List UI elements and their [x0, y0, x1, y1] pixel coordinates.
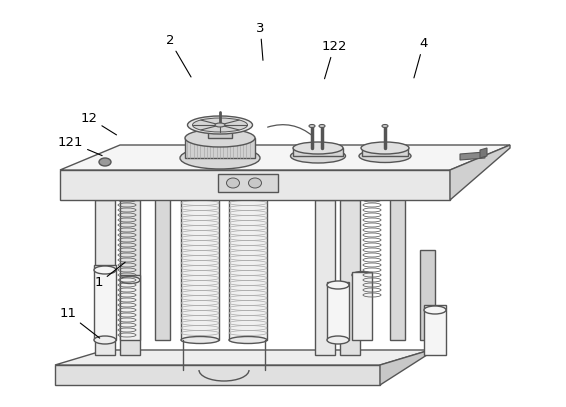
Polygon shape [460, 152, 485, 160]
Polygon shape [60, 145, 510, 170]
Bar [424, 305, 446, 355]
Polygon shape [420, 250, 435, 340]
Ellipse shape [226, 178, 239, 188]
Ellipse shape [293, 142, 343, 154]
Polygon shape [155, 195, 170, 340]
Text: 121: 121 [58, 136, 102, 155]
Ellipse shape [185, 129, 255, 147]
Ellipse shape [94, 266, 116, 274]
Ellipse shape [229, 175, 267, 182]
Text: 3: 3 [256, 22, 265, 60]
Polygon shape [480, 148, 487, 158]
Ellipse shape [361, 142, 409, 154]
Text: 122: 122 [321, 40, 347, 79]
Polygon shape [181, 180, 219, 340]
Text: 12: 12 [81, 112, 117, 135]
Text: 11: 11 [59, 307, 100, 338]
Ellipse shape [180, 147, 260, 169]
Ellipse shape [187, 116, 252, 134]
Ellipse shape [290, 149, 345, 163]
Polygon shape [390, 195, 405, 340]
Ellipse shape [359, 149, 411, 162]
Ellipse shape [229, 337, 267, 344]
Polygon shape [340, 200, 360, 355]
Bar [218, 174, 278, 192]
Polygon shape [362, 148, 408, 156]
Polygon shape [229, 180, 267, 340]
Ellipse shape [327, 336, 349, 344]
Ellipse shape [327, 281, 349, 289]
Ellipse shape [248, 178, 261, 188]
Ellipse shape [215, 123, 225, 127]
Bar [327, 282, 349, 340]
Text: 4: 4 [414, 37, 427, 78]
Polygon shape [95, 200, 115, 355]
Ellipse shape [424, 306, 446, 314]
Ellipse shape [382, 125, 388, 127]
Ellipse shape [94, 336, 116, 344]
Polygon shape [380, 350, 430, 385]
Ellipse shape [181, 337, 219, 344]
Text: 2: 2 [165, 34, 191, 77]
Text: 1: 1 [95, 262, 125, 289]
Ellipse shape [181, 175, 219, 182]
Polygon shape [450, 145, 510, 200]
Ellipse shape [192, 118, 247, 132]
Polygon shape [315, 200, 335, 355]
Ellipse shape [120, 276, 140, 284]
Ellipse shape [352, 271, 372, 278]
Polygon shape [208, 125, 232, 138]
Polygon shape [293, 148, 343, 156]
Ellipse shape [99, 158, 111, 166]
Ellipse shape [319, 125, 325, 127]
Bar [352, 272, 372, 340]
Bar [120, 275, 140, 340]
Polygon shape [55, 350, 430, 365]
Ellipse shape [309, 125, 315, 127]
Polygon shape [120, 200, 140, 355]
Bar [94, 265, 116, 340]
Polygon shape [55, 365, 380, 385]
Polygon shape [185, 138, 255, 158]
Polygon shape [60, 170, 450, 200]
